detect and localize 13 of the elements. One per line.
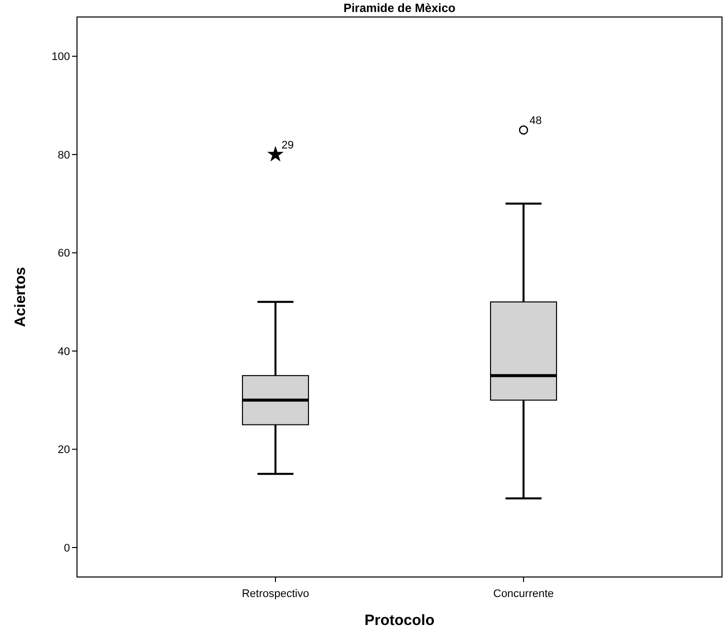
y-tick-label: 40 bbox=[58, 346, 70, 358]
y-tick-label: 0 bbox=[64, 542, 70, 554]
y-axis-title: Aciertos bbox=[12, 266, 29, 328]
y-tick-label: 100 bbox=[52, 51, 70, 64]
x-axis-title: Protocolo bbox=[364, 612, 434, 629]
annotation: 29 bbox=[281, 140, 294, 152]
y-tick-label: 80 bbox=[58, 149, 70, 162]
y-tick-label: 20 bbox=[58, 444, 70, 456]
annotation: 48 bbox=[530, 114, 542, 127]
x-tick-label: Concurrente bbox=[493, 588, 554, 600]
x-tick-label: Retrospectivo bbox=[242, 588, 310, 600]
chart-title: Piramide de Mèxico bbox=[343, 1, 456, 15]
y-tick-label: 60 bbox=[58, 248, 70, 260]
